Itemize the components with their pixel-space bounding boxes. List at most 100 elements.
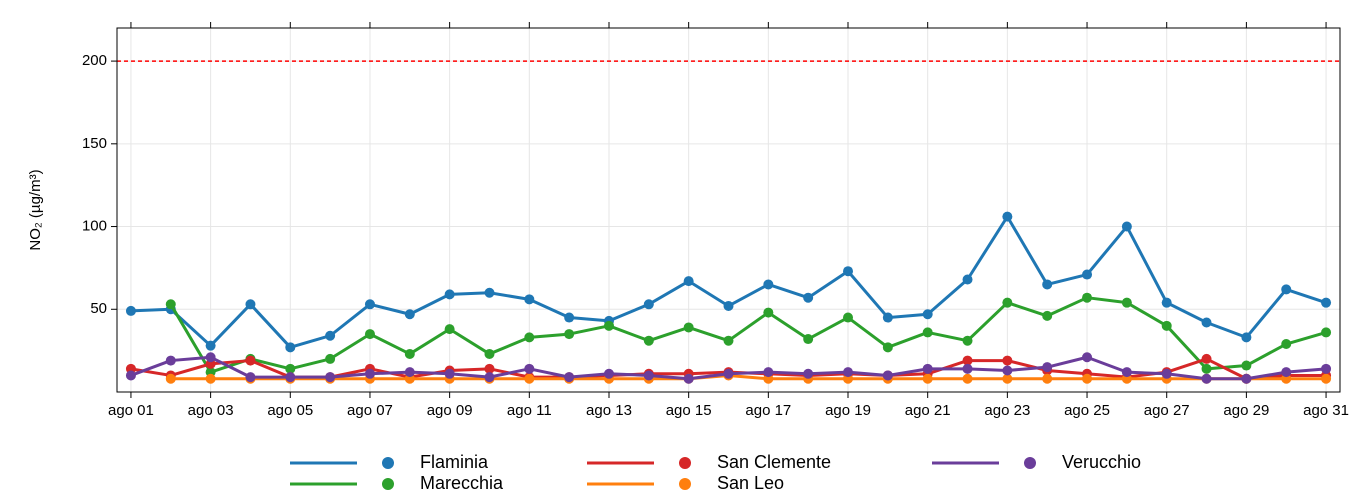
x-tick-label: ago 21 [905, 402, 951, 419]
x-tick-label: ago 01 [108, 402, 154, 419]
data-point [1082, 292, 1093, 303]
data-point [843, 266, 854, 277]
data-point [1201, 373, 1212, 384]
data-point [643, 335, 654, 346]
data-point [205, 352, 216, 363]
data-point [165, 373, 176, 384]
data-point [1082, 352, 1093, 363]
data-point [1042, 362, 1053, 373]
data-point [165, 355, 176, 366]
y-tick-label: 200 [82, 52, 107, 69]
data-point [643, 299, 654, 310]
data-point [444, 289, 455, 300]
x-tick-label: ago 25 [1064, 402, 1110, 419]
data-point [285, 363, 296, 374]
data-point [962, 335, 973, 346]
legend-marker [1024, 457, 1036, 469]
data-point [962, 363, 973, 374]
data-point [1201, 353, 1212, 364]
data-point [882, 342, 893, 353]
data-point [922, 309, 933, 320]
data-point [1082, 269, 1093, 280]
data-point [1121, 367, 1132, 378]
y-tick-label: 150 [82, 135, 107, 152]
data-point [683, 276, 694, 287]
data-point [484, 348, 495, 359]
legend-marker [382, 457, 394, 469]
data-point [125, 305, 136, 316]
data-point [1002, 297, 1013, 308]
data-point [1121, 221, 1132, 232]
data-point [1201, 317, 1212, 328]
data-point [564, 329, 575, 340]
data-point [1121, 297, 1132, 308]
x-tick-label: ago 29 [1223, 402, 1269, 419]
data-point [962, 373, 973, 384]
data-point [922, 373, 933, 384]
series-line [170, 373, 1327, 381]
legend-label: San Clemente [717, 452, 831, 472]
data-point [364, 329, 375, 340]
data-point [1241, 332, 1252, 343]
data-point [882, 312, 893, 323]
x-tick-label: ago 19 [825, 402, 871, 419]
data-point [165, 299, 176, 310]
x-tick-label: ago 17 [745, 402, 791, 419]
x-tick-label: ago 05 [267, 402, 313, 419]
data-point [1281, 367, 1292, 378]
legend-label: Marecchia [420, 473, 504, 493]
data-point [1281, 284, 1292, 295]
legend-marker [679, 478, 691, 490]
legend-label: Flaminia [420, 452, 489, 472]
data-point [1042, 310, 1053, 321]
x-tick-label: ago 13 [586, 402, 632, 419]
legend-label: Verucchio [1062, 452, 1141, 472]
series-line [169, 296, 1327, 374]
data-point [603, 368, 614, 379]
data-point [1201, 363, 1212, 374]
data-point [1002, 211, 1013, 222]
data-point [962, 274, 973, 285]
data-point [643, 370, 654, 381]
data-point [444, 324, 455, 335]
data-point [1321, 363, 1332, 374]
x-tick-label: ago 09 [427, 402, 473, 419]
data-point [1002, 373, 1013, 384]
data-point [843, 367, 854, 378]
data-point [524, 332, 535, 343]
data-point [245, 372, 256, 383]
data-point [245, 299, 256, 310]
data-point [564, 372, 575, 383]
data-point [803, 292, 814, 303]
data-point [763, 367, 774, 378]
data-point [524, 294, 535, 305]
x-tick-label: ago 31 [1303, 402, 1349, 419]
y-tick-label: 100 [82, 218, 107, 235]
x-tick-label: ago 07 [347, 402, 393, 419]
data-point [245, 355, 256, 366]
data-point [1082, 373, 1093, 384]
data-point [484, 372, 495, 383]
data-point [1321, 297, 1332, 308]
y-axis-label: NO₂ (µg/m³) [27, 169, 44, 250]
data-point [1161, 368, 1172, 379]
data-point [723, 368, 734, 379]
data-point [922, 363, 933, 374]
data-point [603, 320, 614, 331]
plot-frame [116, 27, 1341, 393]
data-point [364, 299, 375, 310]
x-tick-label: ago 03 [188, 402, 234, 419]
data-point [444, 368, 455, 379]
x-tick-label: ago 15 [666, 402, 712, 419]
data-point [125, 370, 136, 381]
x-tick-label: ago 11 [507, 402, 552, 419]
data-point [564, 312, 575, 323]
data-point [364, 368, 375, 379]
data-point [683, 373, 694, 384]
data-point [1042, 373, 1053, 384]
x-tick-label: ago 27 [1144, 402, 1190, 419]
data-point [882, 370, 893, 381]
data-point [803, 334, 814, 345]
data-point [484, 287, 495, 298]
data-point [1161, 320, 1172, 331]
